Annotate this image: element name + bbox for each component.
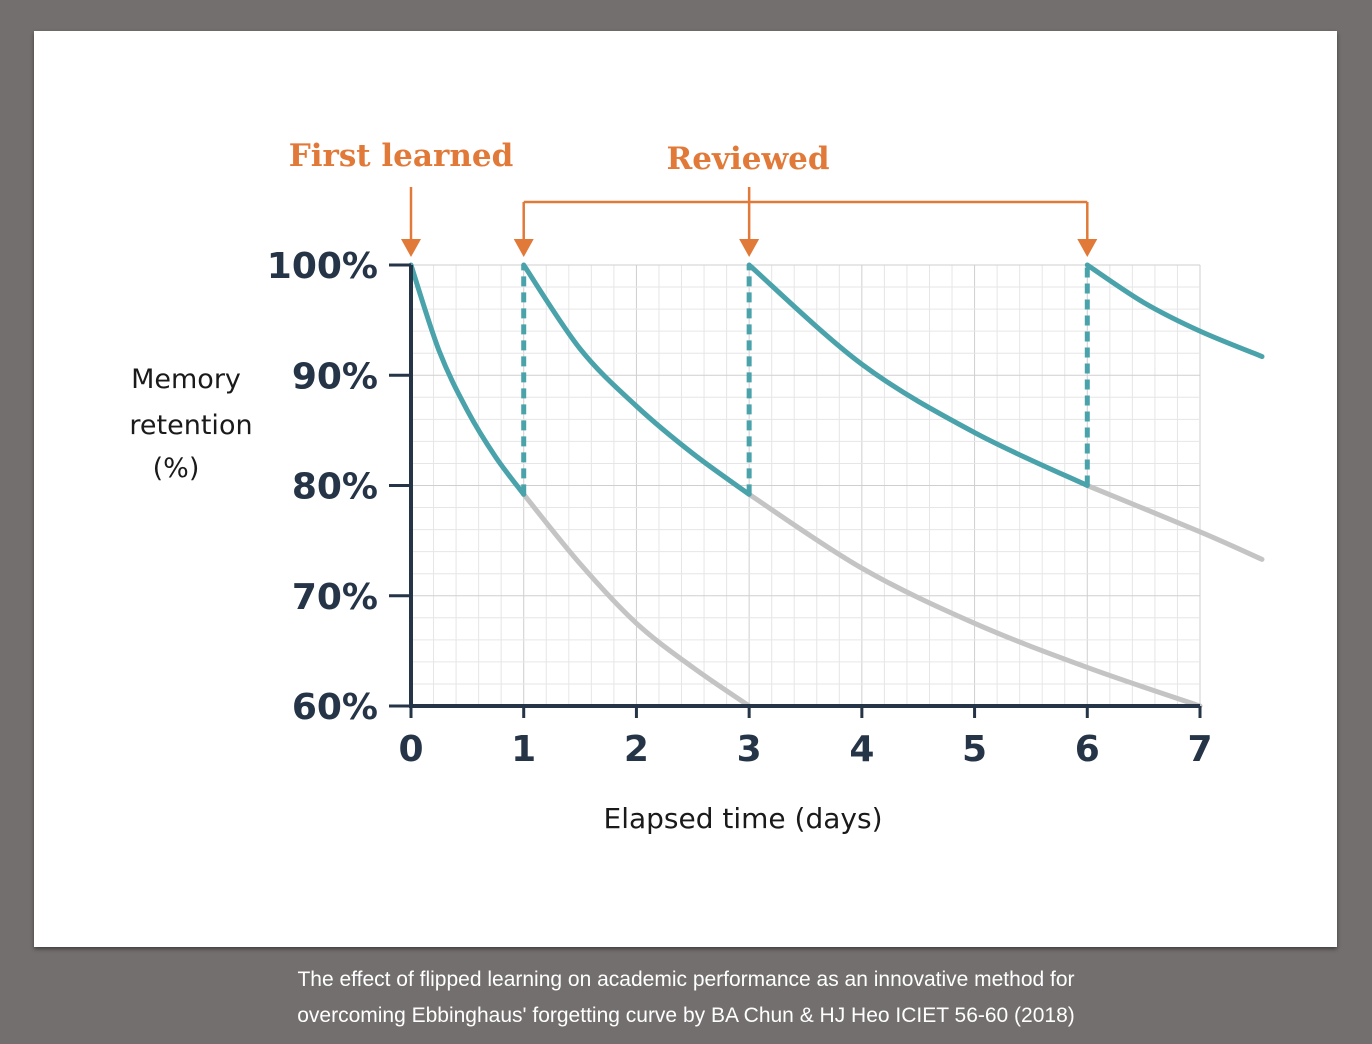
y-axis-title: Memory retention (%) <box>129 364 252 484</box>
retention-curve-3 <box>746 262 1090 488</box>
x-tick-label: 1 <box>511 729 536 770</box>
caption-line-2: overcoming Ebbinghaus' forgetting curve … <box>297 1004 1075 1027</box>
curves <box>408 262 1265 709</box>
axes: 0 1 2 3 4 5 6 7 100% 90% 80% 70% 60% <box>267 246 1213 770</box>
figure-caption: The effect of flipped learning on academ… <box>0 962 1372 1034</box>
y-tick-label: 70% <box>292 577 378 618</box>
retention-curve-2 <box>521 262 752 497</box>
x-tick-label: 6 <box>1075 729 1100 770</box>
y-axis-title-line-1: Memory <box>131 364 241 395</box>
y-axis-title-line-2: retention <box>129 410 252 441</box>
x-tick-label: 7 <box>1187 729 1212 770</box>
y-axis-title-line-3: (%) <box>153 453 200 484</box>
forgetting-curve-3 <box>1084 483 1265 562</box>
forgetting-curve-chart: 0 1 2 3 4 5 6 7 100% 90% 80% 70% 60% First learned R… <box>129 138 1265 835</box>
reviewed-arrow-day-1-head <box>513 239 534 257</box>
y-tick-label: 60% <box>292 687 378 728</box>
annotations: First learned Reviewed <box>289 138 1098 257</box>
reviewed-arrow-day-6-head <box>1077 239 1098 257</box>
x-tick-label: 2 <box>624 729 649 770</box>
x-tick-label: 5 <box>962 729 987 770</box>
x-tick-label: 3 <box>737 729 762 770</box>
forgetting-curve-1 <box>521 491 752 709</box>
caption-line-1: The effect of flipped learning on academ… <box>297 968 1075 991</box>
x-tick-label: 4 <box>849 729 874 770</box>
x-axis-title: Elapsed time (days) <box>604 802 883 835</box>
retention-curve-1 <box>408 262 527 497</box>
y-tick-label: 80% <box>292 467 378 508</box>
annotation-reviewed: Reviewed <box>666 141 829 177</box>
retention-curve-4 <box>1084 262 1265 360</box>
annotation-first-learned: First learned <box>289 138 514 174</box>
y-tick-label: 90% <box>292 356 378 397</box>
y-tick-label: 100% <box>267 246 378 287</box>
x-tick-label: 0 <box>398 729 423 770</box>
reviewed-arrow-day-3-head <box>739 239 760 257</box>
first-learned-arrow-head <box>401 239 421 257</box>
forgetting-curve-2 <box>746 491 1203 709</box>
chart-card: 0 1 2 3 4 5 6 7 100% 90% 80% 70% 60% First learned R… <box>34 31 1337 947</box>
